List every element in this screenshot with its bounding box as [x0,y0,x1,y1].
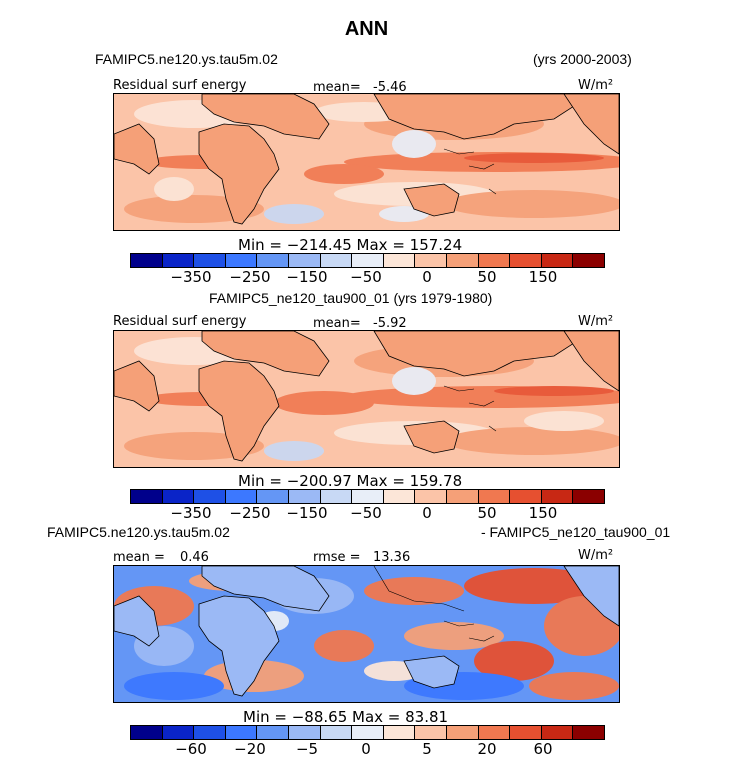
colorbar-swatch [320,490,353,503]
panel3-tick: 0 [361,740,371,758]
panel1-tick: −250 [229,268,271,286]
panel2-map [113,330,620,468]
panel2-mean-label: mean= [313,316,361,331]
colorbar-swatch [446,254,479,267]
colorbar-swatch [320,254,353,267]
colorbar-swatch [352,726,384,739]
panel1-colorbar [130,253,605,268]
panel2-colorbar [130,489,605,504]
colorbar-swatch [541,726,574,739]
panel1-case-name: FAMIPC5.ne120.ys.tau5m.02 [95,51,278,67]
colorbar-swatch [510,490,542,503]
colorbar-swatch [478,490,511,503]
colorbar-swatch [415,726,447,739]
colorbar-swatch [131,254,163,267]
panel1-units: W/m² [578,78,614,93]
colorbar-swatch [415,254,447,267]
panel2-min-max: Min = −200.97 Max = 159.78 [238,472,463,490]
colorbar-swatch [415,490,447,503]
panel2-tick: 150 [528,504,558,522]
panel3-mean-label: mean = [113,550,165,565]
panel3-tick: −20 [234,740,266,758]
panel1-min-max: Min = −214.45 Max = 157.24 [238,236,463,254]
panel3-mean-value: 0.46 [180,550,209,565]
panel1-tick: 150 [528,268,558,286]
panel1-tick: 50 [477,268,497,286]
panel1-tick: 0 [422,268,432,286]
colorbar-swatch [257,490,289,503]
panel2-tick: −50 [350,504,382,522]
colorbar-swatch [194,726,226,739]
colorbar-swatch [478,254,511,267]
colorbar-swatch [288,726,321,739]
panel2-tick: 0 [422,504,432,522]
colorbar-swatch [162,254,195,267]
colorbar-swatch [573,254,604,267]
panel3-tick: −60 [175,740,207,758]
panel3-case-right: - FAMIPC5_ne120_tau900_01 [481,524,671,540]
panel2-tick: −350 [170,504,212,522]
panel1-variable: Residual surf energy [113,78,247,93]
colorbar-swatch [162,490,195,503]
colorbar-swatch [257,254,289,267]
colorbar-swatch [288,254,321,267]
colorbar-swatch [573,490,604,503]
colorbar-swatch [131,726,163,739]
panel2-tick: −250 [229,504,271,522]
panel2-tick: 50 [477,504,497,522]
colorbar-swatch [225,490,258,503]
panel3-units: W/m² [578,548,614,563]
panel3-tick: 5 [422,740,432,758]
colorbar-swatch [320,726,353,739]
colorbar-swatch [288,490,321,503]
colorbar-swatch [541,254,574,267]
panel3-rmse-label: rmse = [313,550,361,565]
panel3-map [113,565,620,703]
panel3-tick: −5 [295,740,319,758]
colorbar-swatch [541,490,574,503]
colorbar-swatch [383,726,416,739]
panel2-units: W/m² [578,314,614,329]
colorbar-swatch [225,254,258,267]
panel3-rmse-value: 13.36 [373,550,411,565]
colorbar-swatch [478,726,511,739]
colorbar-swatch [446,726,479,739]
panel1-mean-value: -5.46 [373,80,407,95]
panel2-variable: Residual surf energy [113,314,247,329]
panel3-tick: 60 [533,740,553,758]
main-title: ANN [344,18,389,40]
panel3-colorbar [130,725,605,740]
colorbar-swatch [257,726,289,739]
colorbar-swatch [383,254,416,267]
panel2-mean-value: -5.92 [373,316,407,331]
panel1-mean-label: mean= [313,80,361,95]
colorbar-swatch [225,726,258,739]
colorbar-swatch [510,726,542,739]
panel1-tick: −350 [170,268,212,286]
panel2-case-name: FAMIPC5_ne120_tau900_01 (yrs 1979-1980) [209,290,493,306]
colorbar-swatch [352,490,384,503]
colorbar-swatch [446,490,479,503]
colorbar-swatch [194,254,226,267]
colorbar-swatch [573,726,604,739]
colorbar-swatch [383,490,416,503]
panel1-tick: −50 [350,268,382,286]
panel1-years: (yrs 2000-2003) [533,51,632,67]
panel3-min-max: Min = −88.65 Max = 83.81 [243,708,449,726]
panel3-case-left: FAMIPC5.ne120.ys.tau5m.02 [47,524,230,540]
panel3-tick: 20 [477,740,497,758]
panel1-tick: −150 [286,268,328,286]
colorbar-swatch [194,490,226,503]
colorbar-swatch [162,726,195,739]
colorbar-swatch [510,254,542,267]
colorbar-swatch [352,254,384,267]
panel1-map [113,93,620,231]
panel2-tick: −150 [286,504,328,522]
colorbar-swatch [131,490,163,503]
